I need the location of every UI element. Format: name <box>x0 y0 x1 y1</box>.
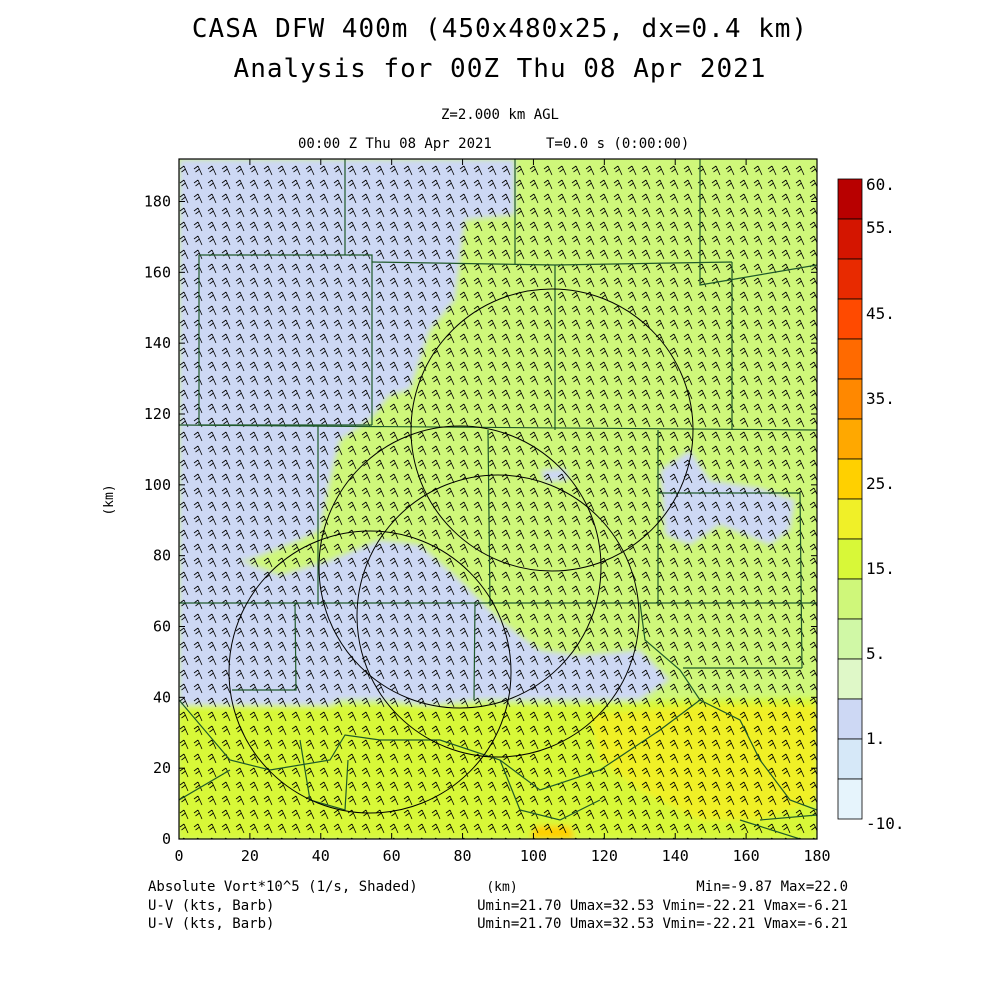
colorbar-label: 60. <box>866 175 895 194</box>
x-tick-label: 40 <box>312 847 330 865</box>
y-tick-label: 160 <box>144 263 171 281</box>
colorbar-label: 1. <box>866 729 885 748</box>
y-tick-label: 60 <box>153 618 171 636</box>
y-tick-label: 120 <box>144 405 171 423</box>
valid-time-label: 00:00 Z Thu 08 Apr 2021 <box>298 136 492 152</box>
field-label: Absolute Vort*10^5 (1/s, Shaded) <box>148 879 418 895</box>
radar-ring-3 <box>356 474 640 758</box>
y-tick-label: 80 <box>153 547 171 565</box>
x-axis: 0 20 40 60 80 100 120 140 160 180 <box>174 159 831 865</box>
model-time-label: T=0.0 s (0:00:00) <box>546 136 690 152</box>
colorbar-segment <box>837 298 863 340</box>
wind-label-1: U-V (kts, Barb) <box>148 898 274 914</box>
y-tick-label: 20 <box>153 759 171 777</box>
y-tick-label: 140 <box>144 334 171 352</box>
colorbar-label: -10. <box>866 814 905 833</box>
y-tick-label: 0 <box>162 830 171 848</box>
colorbar-segment <box>837 738 863 780</box>
x-tick-label: 160 <box>733 847 760 865</box>
wind-barb-grid <box>179 165 817 839</box>
x-tick-label: 180 <box>803 847 830 865</box>
colorbar-segment <box>837 458 863 500</box>
x-tick-label: 140 <box>662 847 689 865</box>
colorbar-label: 15. <box>866 559 895 578</box>
y-tick-label: 40 <box>153 688 171 706</box>
colorbar-segment <box>837 498 863 540</box>
plot-frame <box>178 158 818 840</box>
field-minmax: Min=-9.87 Max=22.0 <box>696 879 848 895</box>
colorbar-segment <box>837 658 863 700</box>
wind-stats-1: Umin=21.70 Umax=32.53 Vmin=-22.21 Vmax=-… <box>477 898 848 914</box>
x-tick-label: 0 <box>174 847 183 865</box>
high-vort-region-southeast <box>590 705 817 820</box>
colorbar-segment <box>837 618 863 660</box>
chart-subtitle: Analysis for 00Z Thu 08 Apr 2021 <box>233 54 767 84</box>
wind-barbs <box>179 165 817 839</box>
radar-ring-1 <box>228 530 512 814</box>
radar-ring-2 <box>318 425 602 709</box>
x-axis-label: (km) <box>486 880 517 895</box>
colorbar-segment <box>837 778 863 820</box>
x-tick-label: 20 <box>241 847 259 865</box>
chart-title: CASA DFW 400m (450x480x25, dx=0.4 km) <box>191 14 809 44</box>
x-tick-label: 100 <box>520 847 547 865</box>
colorbar-label: 35. <box>866 389 895 408</box>
colorbar-segment <box>837 538 863 580</box>
colorbar-segment <box>837 338 863 380</box>
wind-stats-2: Umin=21.70 Umax=32.53 Vmin=-22.21 Vmax=-… <box>477 916 848 932</box>
colorbar-segment <box>837 258 863 300</box>
colorbar-segment <box>837 378 863 420</box>
wind-label-2: U-V (kts, Barb) <box>148 916 274 932</box>
y-tick-label: 100 <box>144 476 171 494</box>
colorbar-segment <box>837 218 863 260</box>
y-axis: 0 20 40 60 80 100 120 140 160 180 <box>144 193 817 848</box>
x-tick-label: 60 <box>383 847 401 865</box>
colorbar-label: 55. <box>866 218 895 237</box>
colorbar-segment <box>837 178 863 220</box>
low-vort-region-north <box>179 159 515 560</box>
x-tick-label: 80 <box>454 847 472 865</box>
radar-range-rings <box>228 288 694 814</box>
x-tick-label: 120 <box>591 847 618 865</box>
colorbar-label: 5. <box>866 644 885 663</box>
colorbar-label: 45. <box>866 304 895 323</box>
y-tick-label: 180 <box>144 193 171 211</box>
level-label: Z=2.000 km AGL <box>440 107 559 123</box>
low-vort-region-mid <box>540 468 570 482</box>
colorbar-label: 25. <box>866 474 895 493</box>
low-vort-region-east <box>660 450 795 545</box>
peak-vort-spot <box>530 826 575 839</box>
county-boundaries <box>179 159 817 839</box>
y-axis-label: (km) <box>102 484 117 515</box>
colorbar-segment <box>837 698 863 740</box>
colorbar-segment <box>837 418 863 460</box>
radar-ring-4 <box>410 288 694 572</box>
colorbar: 60. 55. 45. 35. 25. 15. 5. 1. -10. <box>837 175 905 833</box>
colorbar-segment <box>837 578 863 620</box>
